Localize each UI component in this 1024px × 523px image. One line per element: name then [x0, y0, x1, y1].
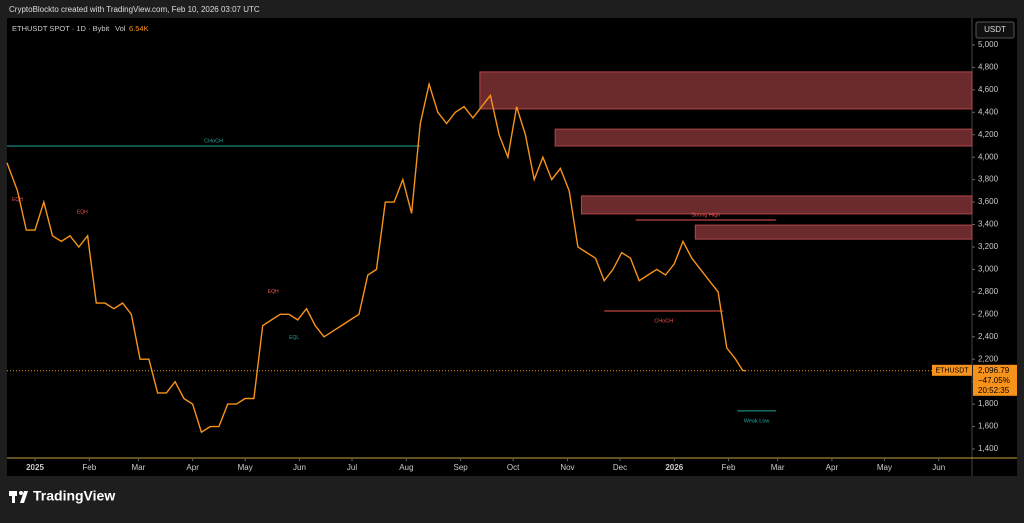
volume-label: Vol [115, 24, 126, 33]
marker-label: EQH [268, 289, 279, 295]
x-tick-label: Mar [771, 463, 785, 472]
credit: CryptoBlockto created with TradingView.c… [9, 5, 260, 14]
price-line [6, 81, 747, 434]
y-tick-label: 4,600 [978, 85, 999, 94]
x-tick-label: May [238, 463, 253, 472]
marker-label: EQH [77, 210, 88, 216]
y-tick-label: 3,200 [978, 242, 999, 251]
y-tick-label: 3,600 [978, 197, 999, 206]
currency[interactable]: USDT [984, 25, 1006, 34]
x-tick-label: Jul [347, 463, 357, 472]
x-tick-label: 2025 [26, 463, 44, 472]
y-tick-label: 4,200 [978, 130, 999, 139]
x-tick-label: Nov [560, 463, 574, 472]
volume: 6.54K [129, 24, 149, 33]
x-tick-label: Apr [186, 463, 199, 472]
y-tick-label: 1,800 [978, 399, 999, 408]
x-tick-label: Dec [613, 463, 627, 472]
y-tick-label: 3,400 [978, 220, 999, 229]
logo-mark [19, 491, 23, 495]
zone [479, 71, 973, 110]
zone [554, 128, 973, 147]
x-tick-label: Feb [722, 463, 736, 472]
y-tick-label: 5,000 [978, 40, 999, 49]
x-tick-label: Aug [399, 463, 413, 472]
level-label: CHoCH [204, 138, 223, 144]
x-tick-label: Mar [131, 463, 145, 472]
y-tick-label: 4,400 [978, 107, 999, 116]
x-tick-label: May [877, 463, 892, 472]
y-tick-label: 2,200 [978, 354, 999, 363]
y-tick-label: 4,800 [978, 62, 999, 71]
currency-box[interactable] [975, 21, 1015, 39]
level-label: Strong High [691, 212, 720, 218]
y-tick-label: 2,600 [978, 309, 999, 318]
x-tick-label: Oct [507, 463, 520, 472]
price-tag-label: 2,096.79 [978, 366, 1010, 375]
logo-mark [12, 491, 15, 503]
zone [580, 195, 973, 215]
y-tick-label: 4,000 [978, 152, 999, 161]
logo-mark [20, 491, 28, 503]
x-tick-label: Feb [82, 463, 96, 472]
level-label: Weak Low [744, 418, 770, 424]
symbol-tag-label: ETHUSDT [935, 368, 969, 375]
y-tick-label: 1,600 [978, 422, 999, 431]
logo [9, 491, 28, 503]
price-tag [973, 364, 1017, 396]
symbol-tag [932, 364, 972, 376]
change-label: −47.05% [978, 376, 1010, 385]
symbol: ETHUSDT SPOT · 1D · Bybit [12, 24, 110, 33]
level-label: CHoCH [654, 318, 673, 324]
y-tick-label: 2,800 [978, 287, 999, 296]
brand: TradingView [33, 488, 115, 504]
y-tick-label: 3,800 [978, 175, 999, 184]
countdown: 20:52:35 [978, 386, 1010, 395]
marker-label: EQL [289, 335, 299, 341]
x-tick-label: Jun [293, 463, 306, 472]
y-tick-label: 1,400 [978, 444, 999, 453]
x-tick-label: Jun [932, 463, 945, 472]
y-tick-label: 3,000 [978, 265, 999, 274]
x-tick-label: 2026 [665, 463, 683, 472]
y-tick-label: 2,400 [978, 332, 999, 341]
x-tick-label: Sep [453, 463, 468, 472]
marker-label: EQH [12, 197, 23, 203]
zone [694, 224, 973, 240]
x-tick-label: Apr [826, 463, 839, 472]
